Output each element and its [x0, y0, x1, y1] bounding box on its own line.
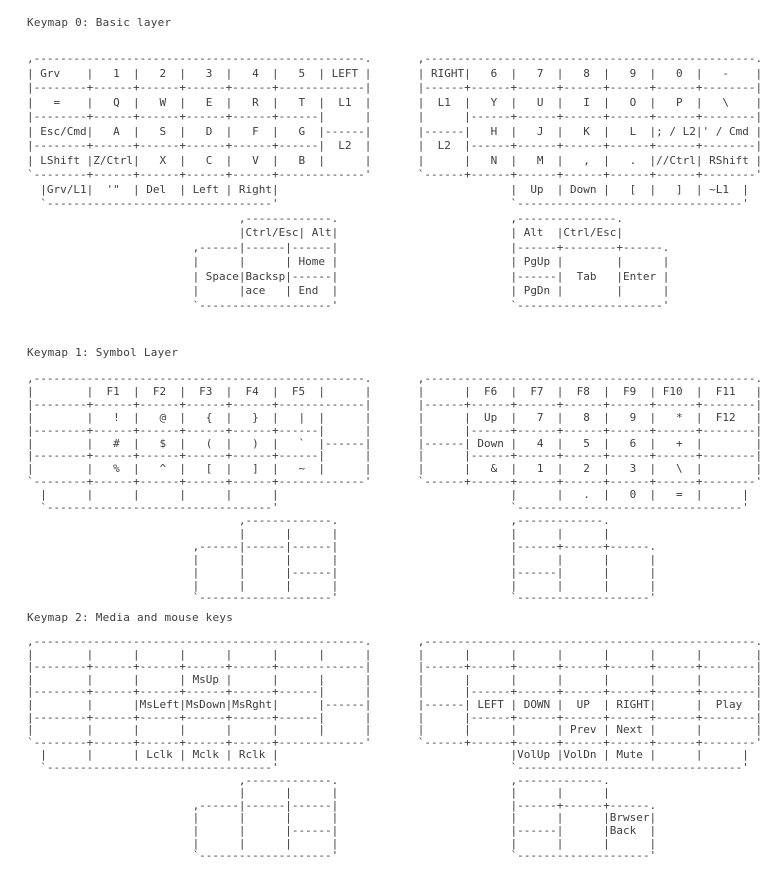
keymap-2-ascii-art: ,---------------------------------------… — [27, 635, 763, 863]
keymap-0-title: Keymap 0: Basic layer — [27, 16, 172, 29]
keymap-0-section: Keymap 0: Basic layer ,-----------------… — [27, 16, 762, 313]
keymap-1-section: Keymap 1: Symbol Layer ,----------------… — [27, 346, 762, 605]
keymap-1-title: Keymap 1: Symbol Layer — [27, 346, 179, 359]
keymap-2-section: Keymap 2: Media and mouse keys ,--------… — [27, 611, 762, 863]
keymap-0-ascii-art: ,---------------------------------------… — [27, 52, 763, 312]
keymap-1-ascii-art: ,---------------------------------------… — [27, 372, 763, 605]
keymap-2-title: Keymap 2: Media and mouse keys — [27, 611, 234, 624]
